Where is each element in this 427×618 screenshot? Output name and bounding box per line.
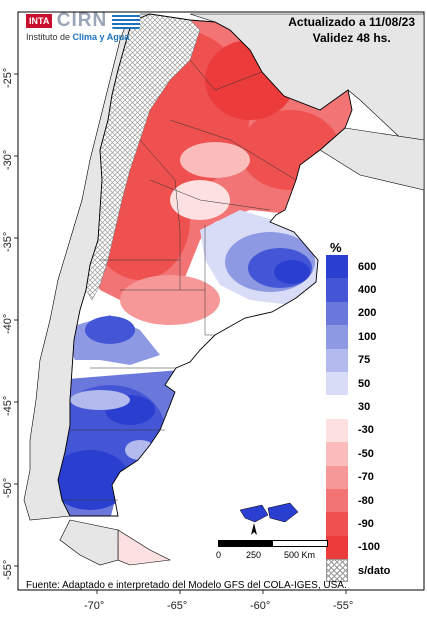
legend-swatch [326,465,348,489]
legend-label-nodata: s/dato [358,564,391,577]
lat-tick-label: -30° [2,149,14,170]
legend-label: 600 [358,260,377,273]
legend-label: -100 [358,541,381,554]
scale-label: 0 [216,550,222,560]
legend-label: 100 [358,330,377,343]
legend-swatch [326,512,348,536]
source-note: Fuente: Adaptado e interpretado del Mode… [26,580,347,591]
legend-label: -90 [358,517,374,530]
scale-bar-labels: 0 250 500 Km [216,550,328,562]
lat-tick-label: -45° [2,395,14,416]
legend: % 600 400 200 100 75 50 30 -30 -50 -70 -80 -90 -100 … [326,240,416,583]
legend-label: 50 [358,377,371,390]
legend-swatch [326,442,348,466]
waves-icon [111,13,140,29]
inta-badge: INTA [26,14,53,28]
scale-bar-graphic [218,540,328,547]
legend-label: 400 [358,284,377,297]
scale-label: 500 Km [284,550,316,560]
legend-row: 200 [326,301,416,326]
lat-tick-label: -50° [2,477,14,498]
legend-swatch [326,395,348,419]
lat-tick-label: -40° [2,313,14,334]
logo-subtitle-prefix: Instituto de [26,32,71,42]
legend-row: 100 [326,325,416,349]
legend-row: -50 [326,442,416,466]
lat-tick-label: -35° [2,231,14,252]
legend-rows: 600 400 200 100 75 50 30 -30 -50 -70 -80 -90 -100 [326,255,416,560]
legend-label: 200 [358,307,377,320]
legend-row: 30 [326,395,416,419]
legend-unit: % [330,240,342,255]
legend-label: 75 [358,354,371,367]
lon-tick-label: -60° [250,600,271,612]
legend-label: 30 [358,401,371,414]
north-arrow-icon [251,523,257,535]
legend-swatch [326,325,348,349]
legend-row: 50 [326,371,416,396]
cirn-logo: INTA CIRN Instituto de Clima y Agua [26,10,140,42]
legend-swatch [326,301,348,326]
lat-tick-label: -55° [2,559,14,580]
legend-row: 600 [326,255,416,279]
legend-row: -70 [326,465,416,489]
axis-ticks [14,73,347,594]
legend-row: -80 [326,488,416,513]
legend-swatch [326,255,348,279]
province-borders [62,59,297,501]
legend-row-nodata: s/dato [326,559,416,583]
legend-label: -30 [358,424,374,437]
lon-tick-label: -65° [167,600,188,612]
legend-swatch [326,488,348,513]
scale-label: 250 [246,550,262,560]
legend-row: -100 [326,535,416,560]
malvinas-islands [239,502,299,523]
lon-tick-label: -55° [333,600,354,612]
legend-row: -30 [326,418,416,443]
map-header: Actualizado a 11/08/23 Validez 48 hs. [288,14,415,46]
lat-tick-label: -25° [2,67,14,88]
chile-south-land [59,519,119,566]
lon-tick-label: -70° [84,600,105,612]
legend-label: -80 [358,494,374,507]
cirn-wordmark: CIRN [56,10,108,31]
legend-swatch [326,535,348,560]
legend-swatch [326,348,348,372]
logo-subtitle-highlight: Clima y Agua [72,32,130,42]
updated-date: Actualizado a 11/08/23 [288,15,415,29]
legend-row: -90 [326,512,416,536]
legend-row: 75 [326,348,416,372]
logo-subtitle: Instituto de Clima y Agua [26,32,140,42]
legend-swatch [326,418,348,443]
scale-bar: 0 250 500 Km [216,540,328,562]
legend-swatch [326,278,348,302]
legend-swatch [326,371,348,396]
legend-label: -70 [358,471,374,484]
legend-swatch-nodata [326,559,348,583]
legend-row: 400 [326,278,416,302]
legend-label: -50 [358,447,374,460]
validity-text: Validez 48 hs. [312,31,391,45]
